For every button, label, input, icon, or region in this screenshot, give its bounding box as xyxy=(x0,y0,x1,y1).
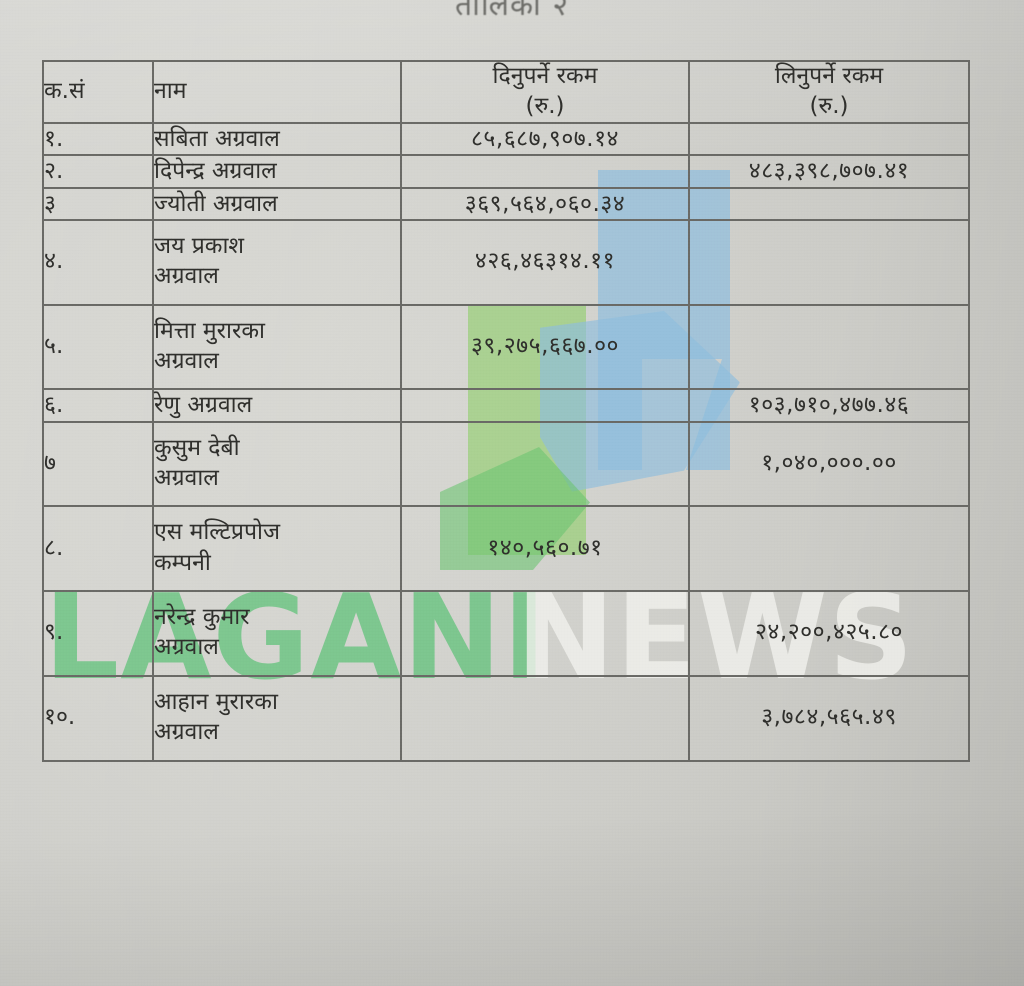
cell-serial-number: ३ xyxy=(42,186,154,221)
cell-amount-receivable: १०३,७१०,४७७.४६ xyxy=(688,388,970,423)
table-row: २. दिपेन्द्र अग्रवाल ४८३,३९८,७०७.४१ xyxy=(42,154,970,189)
cell-amount-payable xyxy=(400,674,690,762)
cell-name: दिपेन्द्र अग्रवाल xyxy=(152,154,402,189)
cell-amount-receivable: ३,७८४,५६५.४९ xyxy=(688,674,970,762)
column-header-amount-receivable-line2: (रु.) xyxy=(809,92,849,119)
cell-amount-payable: १४०,५६०.७१ xyxy=(400,505,690,593)
cell-amount-payable: ४२६,४६३१४.११ xyxy=(400,218,690,306)
cell-name: मित्ता मुरारका अग्रवाल xyxy=(152,303,402,391)
ledger-table: क.सं नाम दिनुपर्ने रकम (रु.) लिनुपर्ने र… xyxy=(42,60,970,762)
table-row: १. सबिता अग्रवाल ८५,६८७,९०७.१४ xyxy=(42,121,970,157)
cell-amount-receivable xyxy=(688,303,970,391)
table-header: क.सं नाम दिनुपर्ने रकम (रु.) लिनुपर्ने र… xyxy=(42,60,970,124)
column-header-amount-payable: दिनुपर्ने रकम (रु.) xyxy=(400,60,690,124)
cell-amount-payable: ३६९,५६४,०६०.३४ xyxy=(400,186,690,221)
cell-amount-payable xyxy=(400,420,690,508)
column-header-amount-receivable-line1: लिनुपर्ने रकम xyxy=(774,63,884,89)
table-row: ८. एस मल्टिप्रपोज कम्पनी १४०,५६०.७१ xyxy=(42,505,970,593)
cell-name: एस मल्टिप्रपोज कम्पनी xyxy=(152,505,402,593)
cell-amount-receivable xyxy=(688,186,970,221)
cell-amount-receivable: ४८३,३९८,७०७.४१ xyxy=(688,154,970,189)
cell-name: जय प्रकाश अग्रवाल xyxy=(152,218,402,306)
cell-amount-receivable: १,०४०,०००.०० xyxy=(688,420,970,508)
table-body: १. सबिता अग्रवाल ८५,६८७,९०७.१४ २. दिपेन्द्र … xyxy=(42,121,970,762)
cell-name: नरेन्द्र कुमार अग्रवाल xyxy=(152,590,402,677)
table-header-row: क.सं नाम दिनुपर्ने रकम (रु.) लिनुपर्ने र… xyxy=(42,60,970,124)
cell-serial-number: १०. xyxy=(42,674,154,762)
cell-amount-receivable xyxy=(688,505,970,593)
column-header-serial-number: क.सं xyxy=(42,60,154,124)
table-row: ७ कुसुम देबी अग्रवाल १,०४०,०००.०० xyxy=(42,420,970,508)
table-row: १०. आहान मुरारका अग्रवाल ३,७८४,५६५.४९ xyxy=(42,674,970,762)
cell-amount-receivable: २४,२००,४२५.८० xyxy=(688,590,970,677)
cell-serial-number: ९. xyxy=(42,590,154,677)
cell-serial-number: ६. xyxy=(42,388,154,423)
table-row: ५. मित्ता मुरारका अग्रवाल ३९,२७५,६६७.०० xyxy=(42,303,970,391)
column-header-amount-payable-line2: (रु.) xyxy=(525,92,565,119)
cell-amount-payable xyxy=(400,590,690,677)
cell-serial-number: ४. xyxy=(42,218,154,306)
cell-amount-receivable xyxy=(688,218,970,306)
document-title: तालिका २ xyxy=(455,0,569,23)
cell-name: आहान मुरारका अग्रवाल xyxy=(152,674,402,762)
cell-serial-number: ७ xyxy=(42,420,154,508)
cell-amount-payable xyxy=(400,154,690,189)
table-row: ३ ज्योती अग्रवाल ३६९,५६४,०६०.३४ xyxy=(42,186,970,221)
cell-name: रेणु अग्रवाल xyxy=(152,388,402,423)
cell-serial-number: २. xyxy=(42,154,154,189)
cell-name: कुसुम देबी अग्रवाल xyxy=(152,420,402,508)
cell-amount-receivable xyxy=(688,121,970,157)
column-header-amount-payable-line1: दिनुपर्ने रकम xyxy=(492,63,598,89)
cell-name: सबिता अग्रवाल xyxy=(152,121,402,157)
table-row: ९. नरेन्द्र कुमार अग्रवाल २४,२००,४२५.८० xyxy=(42,590,970,677)
cell-serial-number: १. xyxy=(42,121,154,157)
ledger-table-container: क.सं नाम दिनुपर्ने रकम (रु.) लिनुपर्ने र… xyxy=(42,60,970,762)
cell-amount-payable: ८५,६८७,९०७.१४ xyxy=(400,121,690,157)
cell-serial-number: ८. xyxy=(42,505,154,593)
column-header-amount-receivable: लिनुपर्ने रकम (रु.) xyxy=(688,60,970,124)
cell-amount-payable xyxy=(400,388,690,423)
cell-name: ज्योती अग्रवाल xyxy=(152,186,402,221)
table-row: ६. रेणु अग्रवाल १०३,७१०,४७७.४६ xyxy=(42,388,970,423)
column-header-name: नाम xyxy=(152,60,402,124)
cell-amount-payable: ३९,२७५,६६७.०० xyxy=(400,303,690,391)
table-row: ४. जय प्रकाश अग्रवाल ४२६,४६३१४.११ xyxy=(42,218,970,306)
cell-serial-number: ५. xyxy=(42,303,154,391)
